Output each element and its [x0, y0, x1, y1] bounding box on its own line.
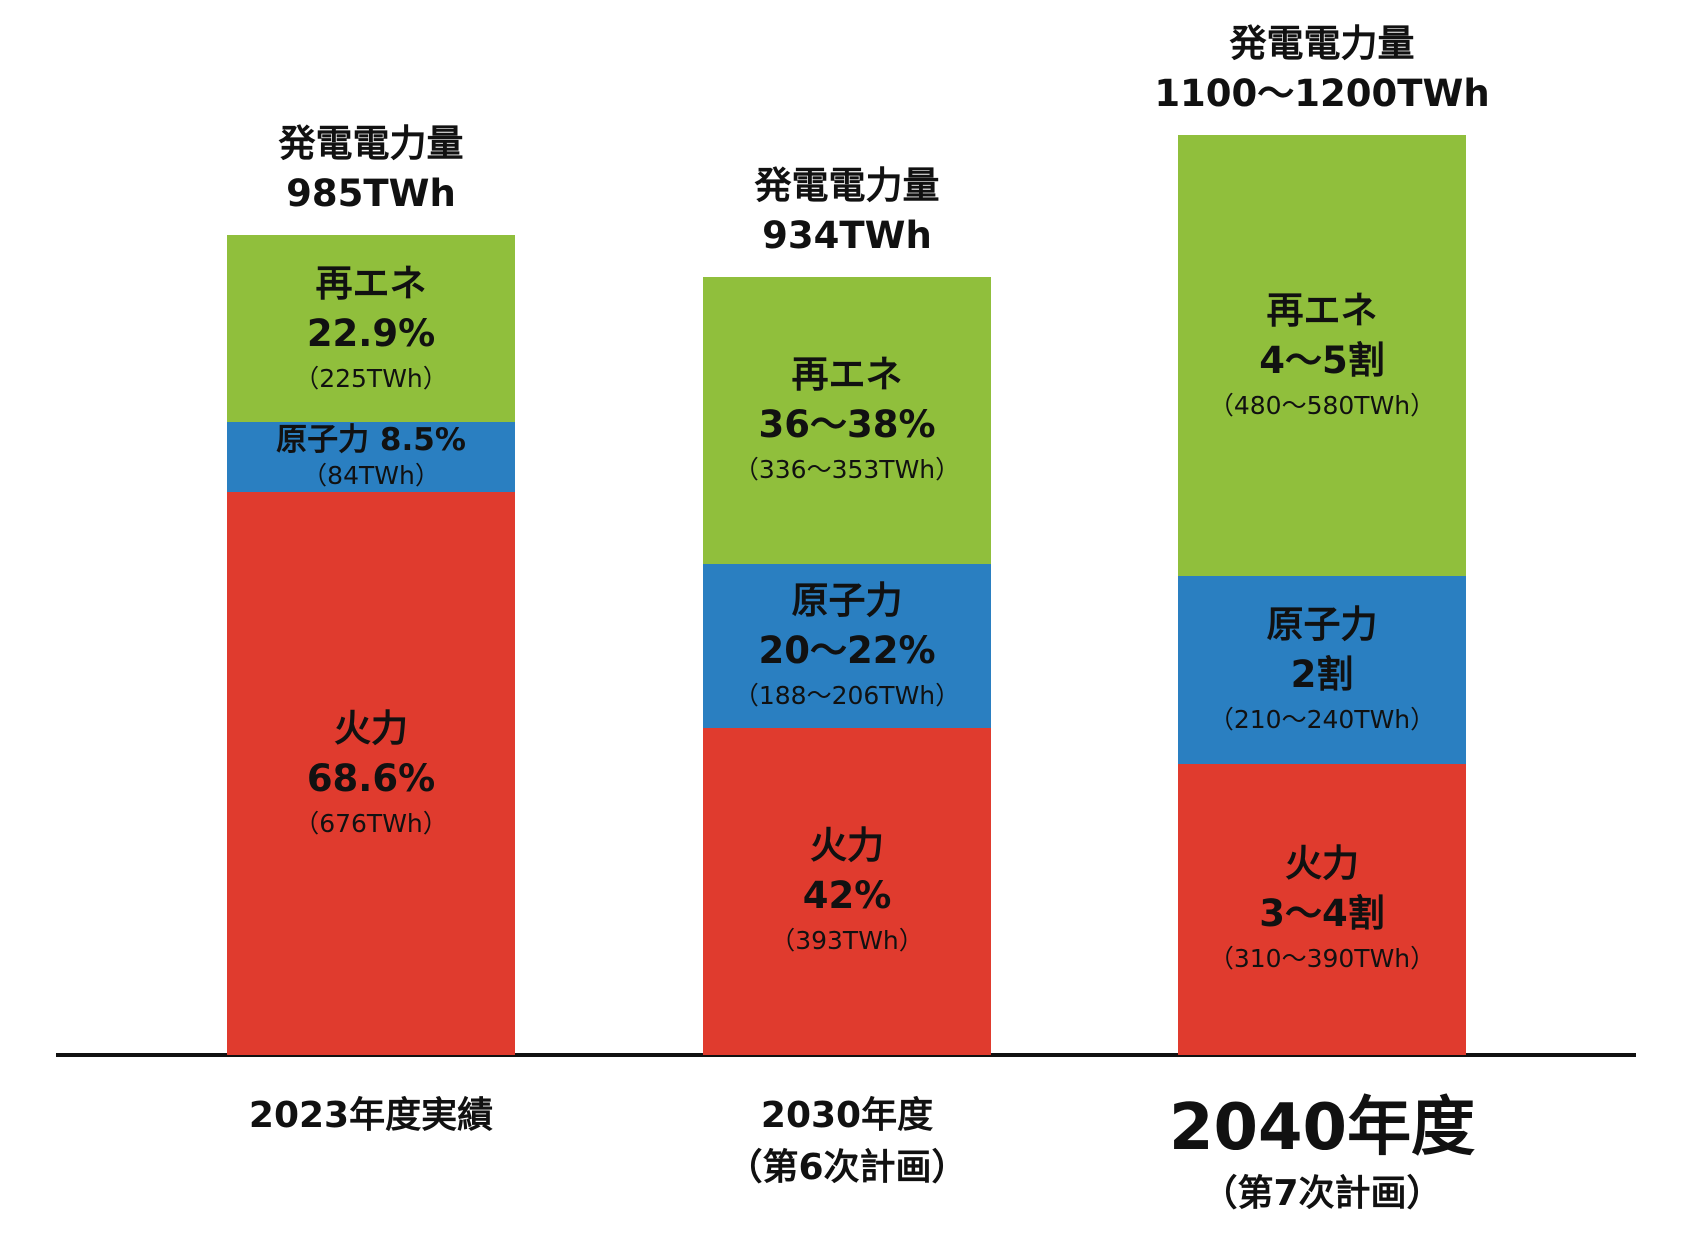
share-label: 2割	[1290, 652, 1354, 696]
total-label: 発電電力量 985TWh	[171, 119, 571, 219]
x-tick-line2: （第6次計画）	[726, 1147, 968, 1188]
series-name: 原子力	[276, 422, 370, 459]
twh-label: （310〜390TWh）	[1208, 944, 1436, 974]
total-title: 発電電力量	[1229, 22, 1415, 66]
series-name: 火力	[810, 824, 884, 868]
series-name: 再エネ	[791, 353, 903, 397]
twh-label: （188〜206TWh）	[733, 680, 961, 710]
share-label: 68.6%	[306, 756, 436, 800]
twh-label: （480〜580TWh）	[1208, 390, 1436, 420]
bar-segment-thermal: 火力 68.6% （676TWh）	[227, 492, 515, 1055]
total-value: 1100〜1200TWh	[1154, 72, 1490, 116]
share-label: 8.5%	[379, 422, 466, 459]
total-label: 発電電力量 1100〜1200TWh	[1122, 19, 1522, 119]
twh-label: （336〜353TWh）	[733, 455, 961, 485]
x-tick-label: 2040年度 （第7次計画）	[1122, 1088, 1522, 1220]
total-value: 934TWh	[762, 214, 932, 258]
x-tick-label: 2030年度 （第6次計画）	[647, 1090, 1047, 1194]
bar-segment-nuclear: 原子力 8.5% （84TWh）	[227, 421, 515, 493]
bar-segment-nuclear: 原子力 2割 （210〜240TWh）	[1178, 576, 1466, 764]
twh-label: （393TWh）	[770, 926, 924, 956]
share-label: 4〜5割	[1259, 338, 1385, 382]
bar-segment-renewable: 再エネ 4〜5割 （480〜580TWh）	[1178, 135, 1466, 577]
series-name: 原子力	[791, 578, 903, 622]
x-axis-line	[56, 1053, 1636, 1057]
x-tick-label: 2023年度実績	[171, 1090, 571, 1142]
series-name: 再エネ	[315, 261, 427, 305]
twh-label: （210〜240TWh）	[1208, 704, 1436, 734]
series-name: 再エネ	[1266, 288, 1378, 332]
twh-label: （676TWh）	[294, 808, 448, 838]
x-tick-line1: 2030年度	[760, 1095, 934, 1136]
total-title: 発電電力量	[278, 122, 464, 165]
share-label: 22.9%	[306, 311, 436, 355]
total-title: 発電電力量	[754, 164, 940, 208]
series-name: 火力	[1285, 842, 1359, 886]
x-tick-line2: （第7次計画）	[1201, 1173, 1443, 1214]
bar-segment-thermal: 火力 3〜4割 （310〜390TWh）	[1178, 763, 1466, 1055]
bar-segment-nuclear: 原子力 20〜22% （188〜206TWh）	[703, 563, 991, 728]
share-label: 36〜38%	[758, 403, 936, 447]
segment-label: 原子力 8.5%	[276, 421, 466, 459]
total-label: 発電電力量 934TWh	[647, 161, 1047, 261]
share-label: 3〜4割	[1259, 892, 1385, 936]
series-name: 火力	[334, 706, 408, 750]
x-tick-line1: 2023年度実績	[248, 1095, 494, 1136]
bar-segment-thermal: 火力 42% （393TWh）	[703, 727, 991, 1055]
total-value: 985TWh	[286, 172, 456, 215]
share-label: 42%	[802, 874, 892, 918]
twh-label: （225TWh）	[294, 363, 448, 393]
series-name: 原子力	[1266, 602, 1378, 646]
share-label: 20〜22%	[758, 628, 936, 672]
x-tick-line1: 2040年度	[1168, 1091, 1476, 1165]
bar-segment-renewable: 再エネ 22.9% （225TWh）	[227, 235, 515, 423]
bar-segment-renewable: 再エネ 36〜38% （336〜353TWh）	[703, 277, 991, 564]
twh-label: （84TWh）	[302, 461, 440, 491]
